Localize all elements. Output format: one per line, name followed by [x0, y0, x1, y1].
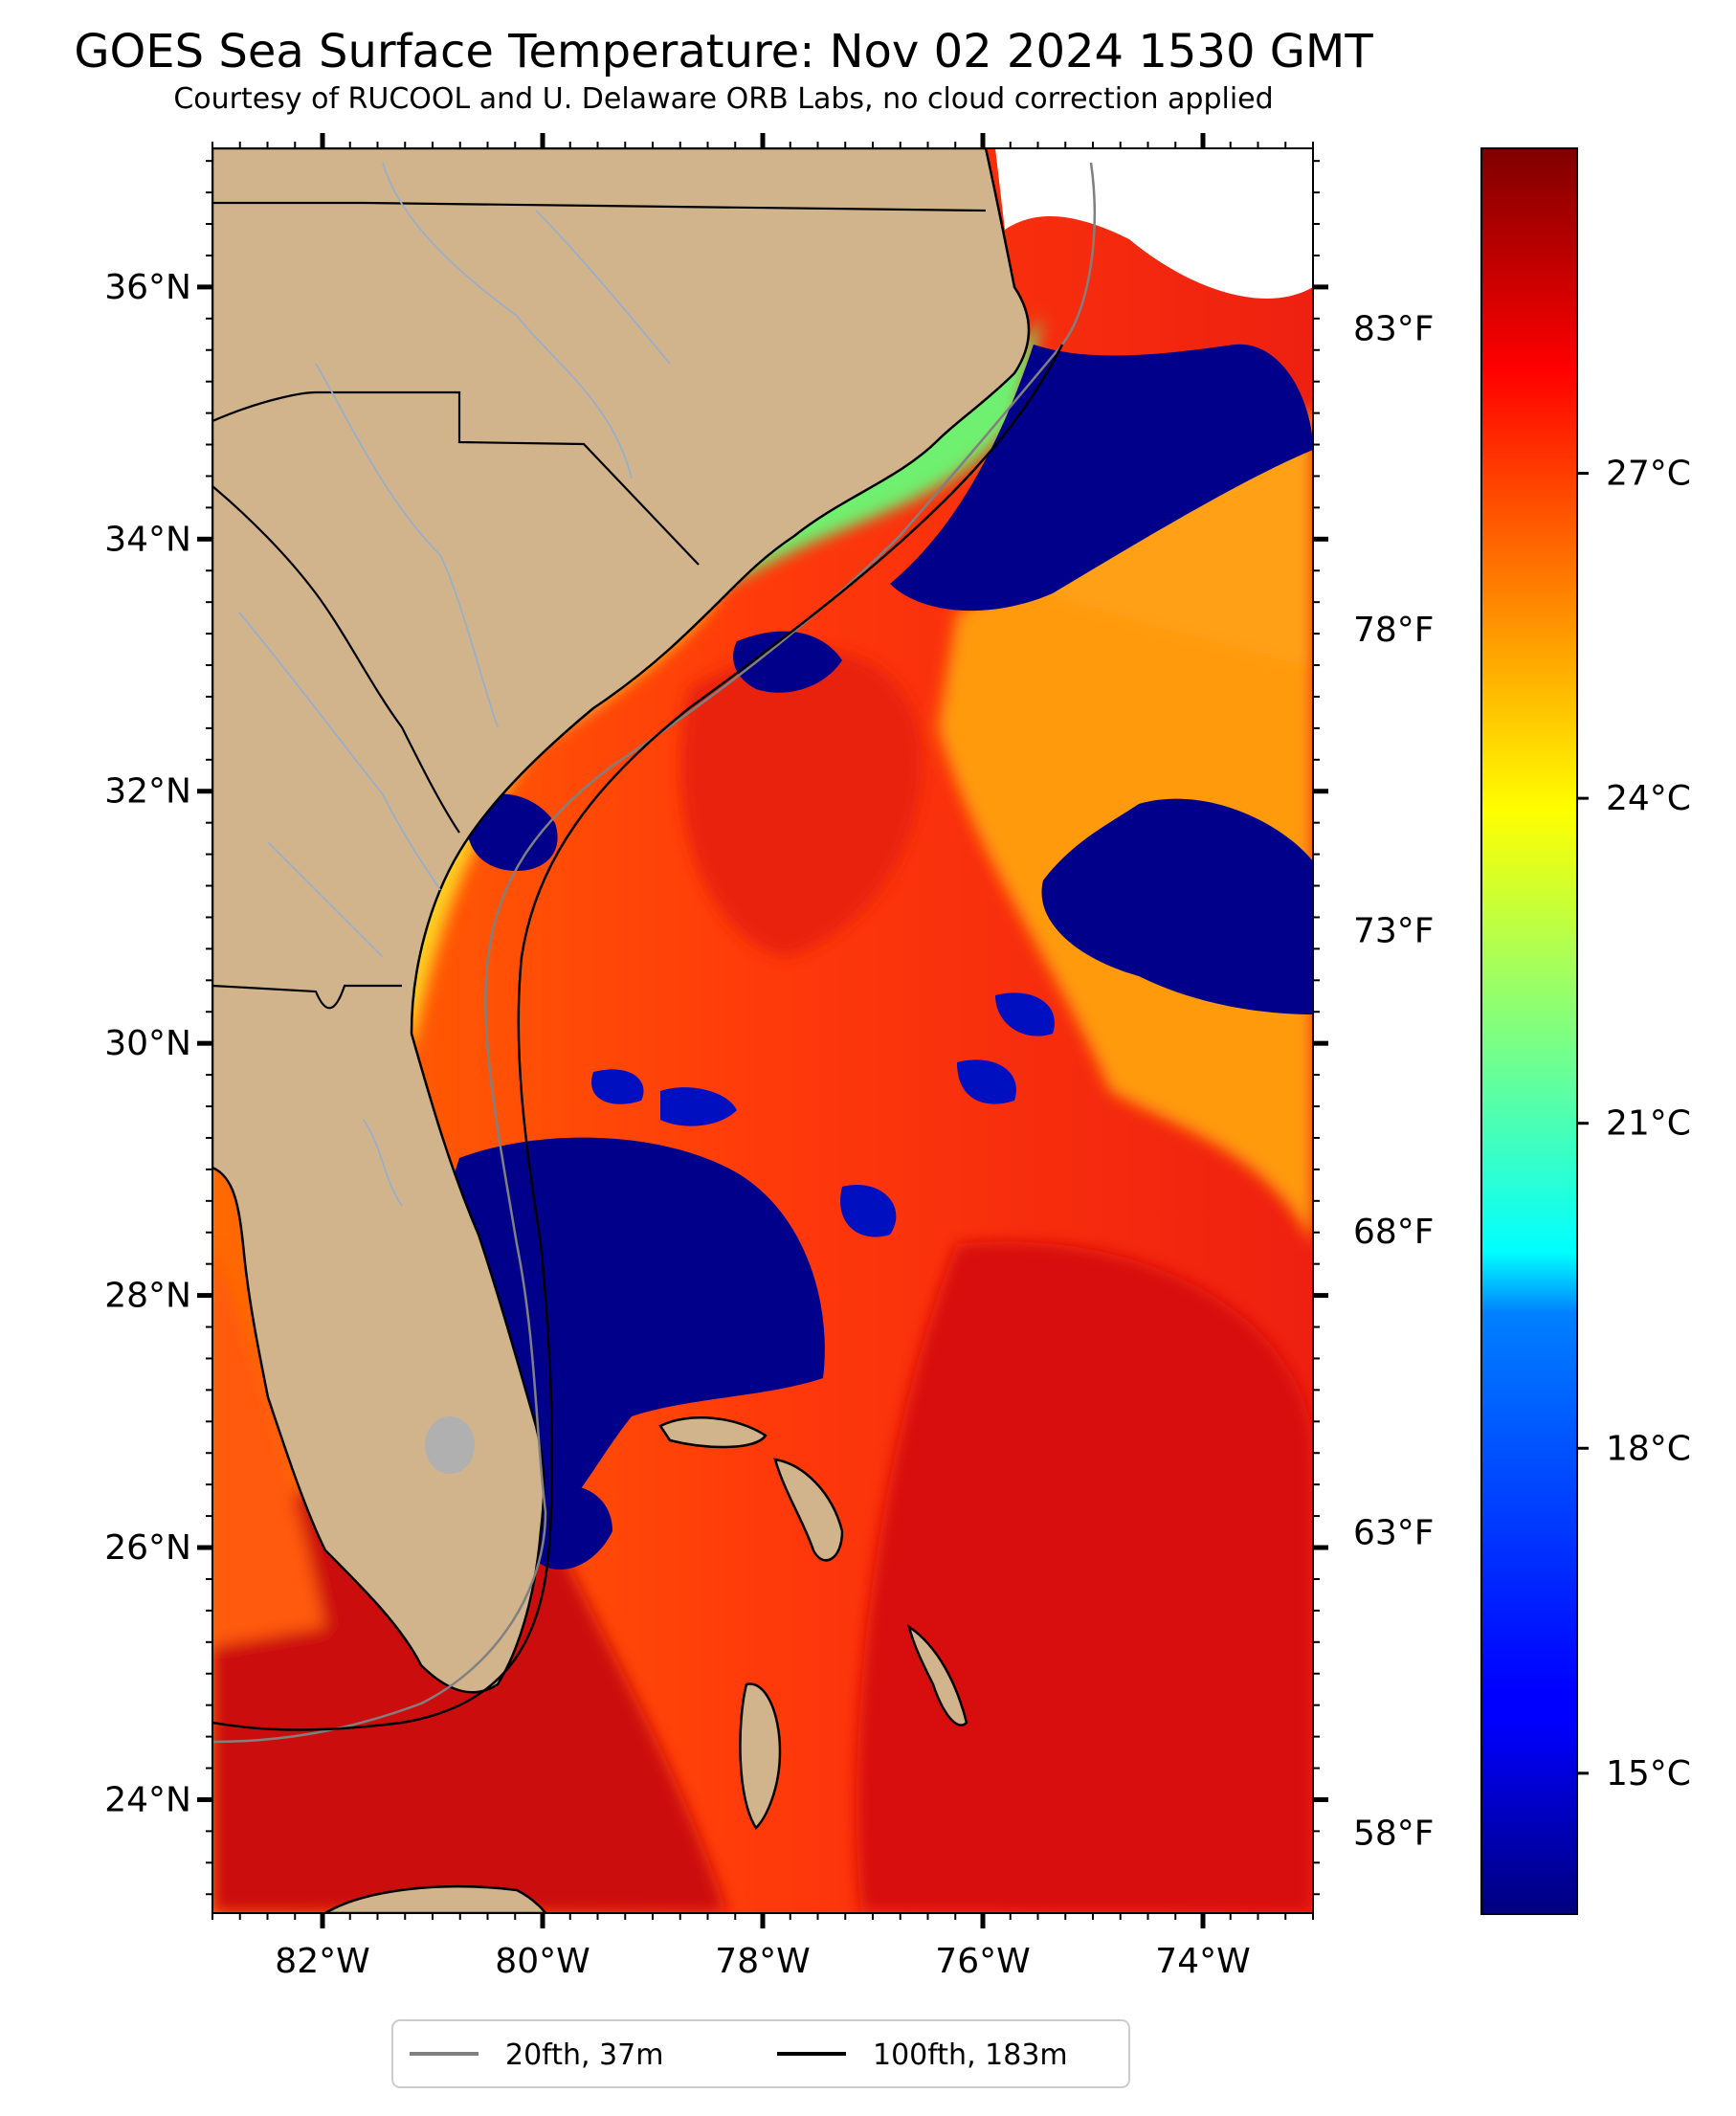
lat-tick-label: 32°N	[104, 772, 191, 812]
colorbar-ticks: 27°C 24°C 21°C 18°C 15°C	[1577, 455, 1691, 1793]
sst-red-center	[680, 650, 923, 957]
colorbar-tick-label: 27°C	[1606, 455, 1691, 494]
fahrenheit-label: 78°F	[1353, 611, 1435, 650]
cloud-georgia-coast	[466, 793, 558, 871]
river-6	[363, 1119, 403, 1207]
land-bahamas-grand-bahama	[658, 1416, 768, 1449]
lon-tick-label: 76°W	[935, 1942, 1030, 1981]
sst-red-southwest	[212, 1493, 727, 1913]
lon-tick-label: 74°W	[1155, 1942, 1250, 1981]
isobath-20fth	[212, 162, 1096, 1744]
map-subtitle: Courtesy of RUCOOL and U. Delaware ORB L…	[173, 82, 1274, 116]
colorbar-tick-label: 18°C	[1606, 1429, 1691, 1468]
lon-tick-label: 80°W	[495, 1942, 590, 1981]
land-bahamas-andros	[739, 1682, 782, 1830]
river-4	[267, 841, 384, 958]
lat-tick-label: 36°N	[104, 268, 191, 307]
land-bahamas-abaco	[773, 1458, 844, 1562]
colorbar-tick-label: 15°C	[1606, 1754, 1691, 1793]
fahrenheit-label: 63°F	[1353, 1513, 1435, 1552]
legend: 20fth, 37m 100fth, 183m	[391, 2019, 1130, 2088]
river-1	[382, 162, 633, 479]
cloud-east-offshore	[1041, 798, 1313, 1014]
map-axes: 36°N 34°N 32°N 30°N 28°N 26°N 24°N 82°W 80°W 78°W…	[104, 133, 1435, 1981]
fahrenheit-label: 73°F	[1353, 911, 1435, 950]
river-5	[535, 210, 671, 365]
fahrenheit-label: 58°F	[1353, 1815, 1435, 1854]
lat-tick-label: 28°N	[104, 1277, 191, 1316]
colorbar-tick-label: 21°C	[1606, 1104, 1691, 1144]
lat-tick-label: 34°N	[104, 520, 191, 559]
colorbar	[1480, 147, 1578, 1915]
border-nc-sc	[212, 390, 700, 566]
border-va-nc	[212, 201, 987, 212]
no-data-region	[995, 148, 1313, 299]
border-fl-ga	[212, 984, 402, 1010]
cloud-south-florida	[536, 1485, 612, 1570]
border-sc-ga	[212, 485, 460, 834]
colorbar-tick-label: 24°C	[1606, 779, 1691, 818]
lat-tick-label: 24°N	[104, 1780, 191, 1819]
cloud-blobs	[591, 992, 1055, 1237]
sst-orange-gulf	[212, 1244, 325, 1646]
fahrenheit-label: 68°F	[1353, 1213, 1435, 1252]
map-frame	[212, 148, 1313, 1913]
land-bahamas-eleuthera	[907, 1624, 968, 1726]
lat-tick-label: 26°N	[104, 1528, 191, 1568]
legend-label-100fth: 100fth, 183m	[873, 2038, 1068, 2072]
cloud-northeast	[890, 344, 1313, 612]
lon-tick-label: 78°W	[715, 1942, 810, 1981]
fahrenheit-label: 83°F	[1353, 310, 1435, 349]
sst-red-southeast	[856, 1241, 1313, 1913]
legend-box	[391, 2019, 1130, 2088]
land-southeast-us	[212, 148, 1031, 1694]
river-2	[315, 363, 499, 728]
lake-okeechobee	[425, 1416, 475, 1474]
land-cuba	[323, 1884, 547, 1913]
lat-tick-label: 30°N	[104, 1024, 191, 1063]
river-3	[238, 612, 441, 891]
map-title: GOES Sea Surface Temperature: Nov 02 202…	[74, 25, 1373, 78]
legend-label-20fth: 20fth, 37m	[505, 2038, 663, 2072]
isobath-100fth	[212, 344, 1064, 1731]
cloud-carolina-offshore	[733, 631, 842, 693]
lon-tick-label: 82°W	[275, 1942, 369, 1981]
